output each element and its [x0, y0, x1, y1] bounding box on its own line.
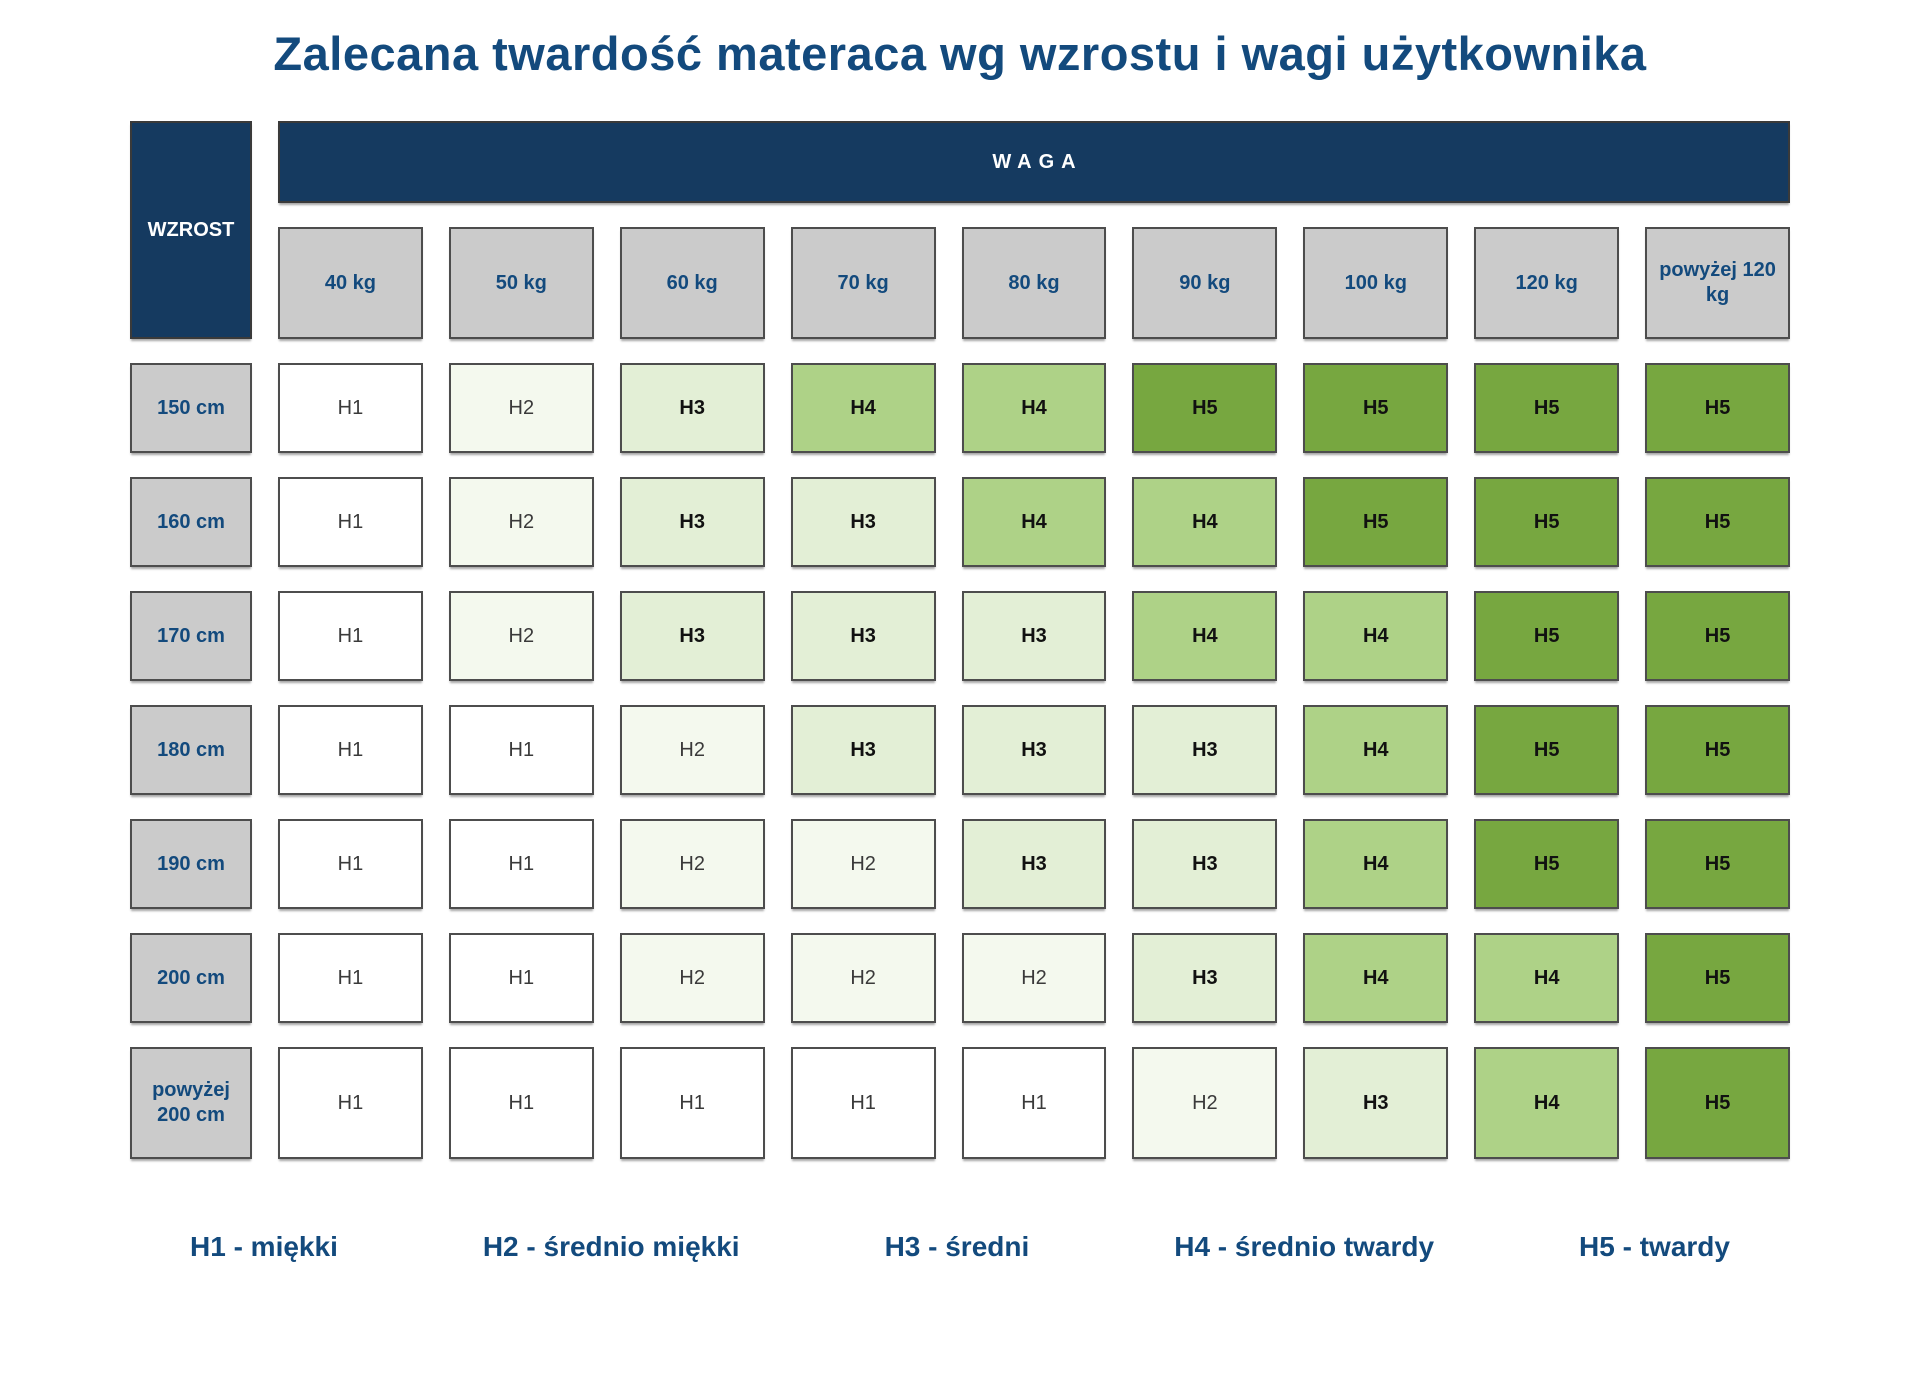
firmness-cell: H5 — [1474, 591, 1620, 681]
firmness-cell: H1 — [278, 591, 423, 681]
firmness-cell: H1 — [278, 705, 423, 795]
firmness-cell: H4 — [790, 363, 936, 453]
weight-header-label: WAGA — [992, 150, 1083, 173]
firmness-cell: H1 — [278, 363, 423, 453]
firmness-cell: H5 — [1645, 705, 1790, 795]
firmness-cell: H2 — [619, 933, 765, 1023]
firmness-cell: H5 — [1474, 363, 1620, 453]
firmness-cell: H5 — [1645, 1047, 1790, 1159]
firmness-cell: H5 — [1645, 477, 1790, 567]
firmness-cell: H5 — [1303, 363, 1449, 453]
height-label-cell: 180 cm — [130, 705, 252, 795]
firmness-cell: H1 — [448, 819, 594, 909]
height-header-label: WZROST — [147, 218, 235, 241]
firmness-cell: H1 — [278, 477, 423, 567]
legend-item: H1 - miękki — [190, 1231, 338, 1262]
firmness-cell: H3 — [961, 819, 1107, 909]
height-label-cell: 150 cm — [130, 363, 252, 453]
firmness-cell: H4 — [1303, 705, 1449, 795]
legend-item: H3 - średni — [884, 1231, 1030, 1262]
firmness-cell: H1 — [278, 1047, 423, 1159]
firmness-cell: H3 — [961, 591, 1107, 681]
firmness-cell: H2 — [448, 477, 594, 567]
weight-header-cell: 90 kg — [1132, 227, 1278, 339]
firmness-cell: H4 — [961, 363, 1107, 453]
firmness-legend: H1 - miękki H2 - średnio miękki H3 - średn… — [190, 1231, 1730, 1263]
legend-item: H5 - twardy — [1579, 1231, 1730, 1262]
firmness-cell: H3 — [1132, 933, 1278, 1023]
height-label-cell: 190 cm — [130, 819, 252, 909]
firmness-cell: H3 — [790, 591, 936, 681]
firmness-cell: H1 — [448, 705, 594, 795]
firmness-cell: H2 — [790, 933, 936, 1023]
firmness-cell: H3 — [1303, 1047, 1449, 1159]
firmness-cell: H3 — [1132, 819, 1278, 909]
firmness-cell: H5 — [1474, 477, 1620, 567]
weight-header-cell: 60 kg — [619, 227, 765, 339]
page-title: Zalecana twardość materaca wg wzrostu i … — [273, 27, 1647, 80]
firmness-cell: H1 — [448, 1047, 594, 1159]
firmness-cell: H1 — [961, 1047, 1107, 1159]
firmness-cell: H3 — [790, 477, 936, 567]
firmness-cell: H3 — [619, 591, 765, 681]
firmness-cell: H1 — [278, 819, 423, 909]
height-label-cell: 170 cm — [130, 591, 252, 681]
firmness-cell: H1 — [790, 1047, 936, 1159]
firmness-cell: H4 — [1303, 591, 1449, 681]
firmness-cell: H1 — [448, 933, 594, 1023]
firmness-cell: H4 — [1303, 819, 1449, 909]
firmness-cell: H2 — [448, 363, 594, 453]
firmness-cell: H3 — [790, 705, 936, 795]
weight-header-bar: WAGA — [278, 121, 1790, 203]
firmness-cell: H2 — [619, 705, 765, 795]
weight-header-cell: 40 kg — [278, 227, 423, 339]
firmness-cell: H5 — [1303, 477, 1449, 567]
firmness-cell: H5 — [1645, 591, 1790, 681]
firmness-cell: H3 — [961, 705, 1107, 795]
firmness-cell: H5 — [1474, 819, 1620, 909]
weight-header-cell: 100 kg — [1303, 227, 1449, 339]
firmness-cell: H2 — [619, 819, 765, 909]
legend-item: H4 - średnio twardy — [1174, 1231, 1435, 1262]
firmness-cell: H4 — [961, 477, 1107, 567]
weight-header-cell: 50 kg — [448, 227, 594, 339]
firmness-cell: H5 — [1132, 363, 1278, 453]
firmness-cell: H3 — [1132, 705, 1278, 795]
firmness-cell: H2 — [961, 933, 1107, 1023]
firmness-cell: H5 — [1645, 933, 1790, 1023]
firmness-cell: H4 — [1132, 591, 1278, 681]
firmness-table: WZROST WAGA 40 kg 50 kg 60 kg 70 kg 80 kg 90 … — [130, 121, 1790, 1159]
legend-item: H2 - średnio miękki — [482, 1231, 740, 1262]
firmness-cell: H3 — [619, 477, 765, 567]
weight-header-cell: 80 kg — [961, 227, 1107, 339]
weight-header-cell: 70 kg — [790, 227, 936, 339]
firmness-cell: H3 — [619, 363, 765, 453]
height-label-cell: 200 cm — [130, 933, 252, 1023]
height-label-cell: powyżej 200 cm — [130, 1047, 252, 1159]
firmness-cell: H5 — [1645, 819, 1790, 909]
firmness-cell: H1 — [619, 1047, 765, 1159]
firmness-cell: H5 — [1474, 705, 1620, 795]
firmness-cell: H4 — [1303, 933, 1449, 1023]
height-header-cell: WZROST — [130, 121, 252, 339]
firmness-cell: H4 — [1132, 477, 1278, 567]
firmness-cell: H2 — [448, 591, 594, 681]
weight-header-cell: 120 kg — [1474, 227, 1620, 339]
firmness-cell: H2 — [1132, 1047, 1278, 1159]
firmness-cell: H4 — [1474, 933, 1620, 1023]
firmness-cell: H1 — [278, 933, 423, 1023]
weight-header-cell: powyżej 120 kg — [1645, 227, 1790, 339]
firmness-cell: H4 — [1474, 1047, 1620, 1159]
firmness-cell: H2 — [790, 819, 936, 909]
firmness-cell: H5 — [1645, 363, 1790, 453]
height-label-cell: 160 cm — [130, 477, 252, 567]
